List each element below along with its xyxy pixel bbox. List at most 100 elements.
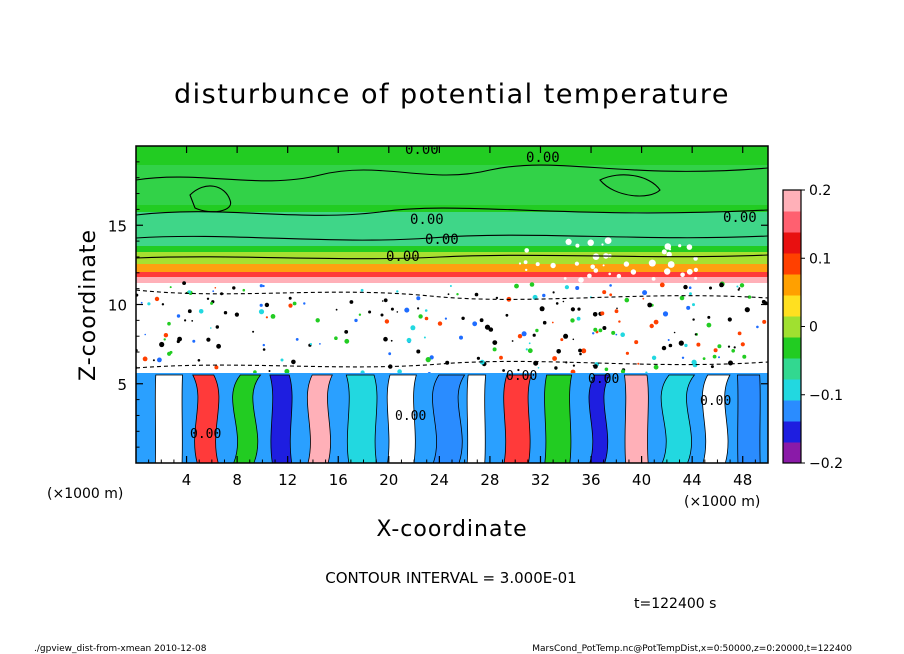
speckle: [187, 290, 191, 294]
speckle: [542, 320, 547, 325]
speckle: [169, 350, 173, 354]
speckle: [280, 358, 284, 362]
speckle: [388, 352, 392, 356]
plume: [345, 374, 378, 463]
contour-label: 0.00: [395, 409, 426, 424]
plume: [192, 374, 220, 463]
speckle: [578, 348, 582, 353]
speckle: [590, 264, 595, 270]
speckle: [562, 300, 565, 303]
plume: [660, 374, 696, 463]
plume: [624, 374, 649, 463]
speckle: [360, 288, 364, 292]
speckle: [154, 296, 160, 302]
speckle: [535, 328, 539, 333]
speckle: [429, 355, 434, 360]
speckle: [647, 302, 653, 308]
field-band-light: [136, 165, 768, 205]
speckle: [661, 345, 667, 351]
plume: [269, 374, 293, 463]
speckle: [215, 325, 219, 329]
speckle: [187, 309, 192, 314]
speckle: [604, 237, 612, 245]
speckle: [693, 256, 698, 261]
contour-label: 0.00: [386, 249, 420, 265]
speckle: [666, 251, 672, 258]
speckle: [410, 325, 416, 331]
colorbar-segment: [783, 421, 801, 443]
cloud-speckles: [136, 237, 768, 376]
speckle: [381, 300, 384, 302]
speckle: [686, 268, 693, 275]
speckle: [157, 357, 162, 363]
speckle: [602, 264, 605, 267]
contour-line: [599, 174, 661, 197]
speckle: [404, 307, 410, 313]
speckle: [152, 359, 155, 362]
speckle: [667, 261, 675, 268]
speckle: [177, 336, 183, 342]
speckle: [602, 290, 607, 295]
speckle: [653, 364, 659, 370]
speckle: [642, 297, 645, 300]
speckle: [740, 342, 745, 347]
speckle: [303, 302, 306, 305]
speckle: [696, 342, 701, 347]
colorbar-tick-label: 0.2: [809, 183, 831, 199]
speckle: [706, 322, 712, 328]
speckle: [668, 343, 673, 348]
speckle: [616, 273, 622, 279]
speckle: [335, 308, 338, 311]
field-cloud-layer: [136, 283, 768, 373]
contour-label: 0.00: [526, 150, 560, 166]
x-tick-label: 44: [683, 471, 702, 489]
speckle: [518, 262, 522, 265]
speckle: [449, 285, 452, 287]
speckle: [163, 338, 166, 341]
speckle: [637, 362, 640, 365]
speckle: [288, 303, 293, 308]
speckle: [630, 269, 637, 275]
x-tick-label: 8: [232, 471, 242, 489]
contour-line: [136, 254, 768, 260]
speckle: [252, 330, 255, 333]
colorbar-segment: [783, 379, 801, 401]
speckle: [659, 282, 665, 288]
speckle: [262, 348, 266, 351]
contour-line: [136, 289, 768, 300]
speckle: [532, 333, 536, 337]
speckle: [761, 299, 766, 304]
speckle: [678, 244, 682, 248]
speckle: [592, 253, 600, 260]
speckle: [525, 348, 528, 351]
speckle: [691, 359, 697, 365]
speckle: [710, 365, 714, 369]
speckle: [492, 340, 498, 345]
y-axis-label: Z-coordinate: [76, 229, 101, 381]
plume: [154, 374, 183, 463]
speckle: [525, 268, 528, 272]
speckle: [602, 326, 607, 330]
plume: [232, 374, 262, 463]
contour-label: 0.00: [190, 427, 221, 442]
contour-line: [136, 360, 768, 369]
speckle: [673, 331, 676, 334]
speckle: [309, 343, 312, 346]
speckle: [418, 314, 423, 319]
speckle: [206, 337, 211, 342]
speckle: [578, 277, 584, 283]
speckle: [344, 330, 349, 334]
speckle: [527, 348, 533, 354]
x-tick-label: 24: [430, 471, 449, 489]
speckle: [447, 293, 450, 296]
speckle: [295, 338, 299, 341]
x-tick-label: 48: [733, 471, 752, 489]
plume: [701, 374, 731, 463]
speckle: [167, 321, 171, 326]
speckle: [718, 356, 720, 359]
contour-interval: CONTOUR INTERVAL = 3.000E-01: [325, 569, 576, 587]
speckle: [587, 273, 592, 279]
speckle: [727, 317, 732, 322]
contour-line: [136, 234, 768, 241]
x-axis: 4 8 12 16 20 24 28 32 36 40 44 48: [148, 146, 756, 489]
